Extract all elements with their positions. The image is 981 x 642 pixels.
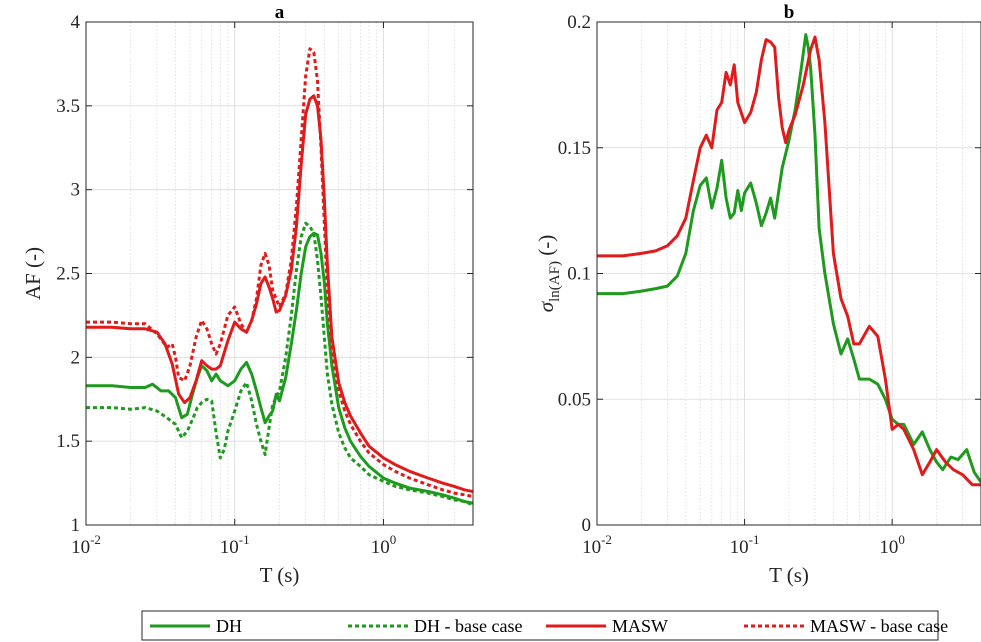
- x-axis-label: T (s): [769, 563, 809, 587]
- y-axis-label: AF (-): [21, 247, 45, 300]
- x-tick-label: 100: [879, 532, 905, 558]
- panel-title: b: [784, 2, 795, 23]
- legend-label: MASW: [612, 616, 668, 636]
- y-axis-label: σln(AF) (-): [534, 235, 563, 312]
- y-tick-label: 3.5: [56, 96, 80, 117]
- x-tick-label: 10-2: [71, 532, 101, 558]
- y-tick-label: 0.1: [567, 264, 591, 285]
- panel-title: a: [275, 2, 285, 23]
- y-tick-label: 2: [71, 347, 81, 368]
- legend-box: [141, 610, 939, 641]
- x-tick-label: 10-1: [220, 532, 250, 558]
- y-tick-label: 0.2: [567, 12, 591, 33]
- panel-b: 10-2 10-1 100 0 0.05 0.1 0.15 0.2 b T (s) σln(AF) …: [534, 2, 981, 587]
- panel-a: 10-2 10-1 100 1 1.5 2 2.5 3 3.5 4 a T (s) AF (-): [21, 2, 474, 587]
- series-line-dh-base-case: [86, 221, 473, 507]
- series-line-masw-base-case: [86, 47, 473, 498]
- series-line-masw: [597, 35, 981, 487]
- y-tick-label: 3: [71, 180, 81, 201]
- series-line-dh: [597, 33, 981, 484]
- x-tick-label: 100: [371, 532, 397, 558]
- grid: [85, 21, 473, 526]
- series-line-masw: [86, 94, 473, 493]
- y-tick-label: 0.05: [558, 389, 591, 410]
- x-tick-label: 10-2: [582, 532, 612, 558]
- legend-label: MASW - base case: [810, 616, 948, 636]
- y-tick-label: 2.5: [56, 264, 80, 285]
- legend: DH DH - base case MASW MASW - base case: [141, 610, 948, 641]
- x-tick-label: 10-1: [730, 532, 760, 558]
- y-tick-label: 1.5: [56, 431, 80, 452]
- legend-label: DH: [216, 616, 242, 636]
- y-tick-label: 0: [582, 515, 592, 536]
- y-tick-label: 1: [71, 515, 81, 536]
- legend-label: DH - base case: [414, 616, 522, 636]
- x-axis-label: T (s): [260, 563, 300, 587]
- grid: [596, 21, 981, 526]
- y-tick-label: 0.15: [558, 138, 591, 159]
- y-tick-label: 4: [71, 12, 81, 33]
